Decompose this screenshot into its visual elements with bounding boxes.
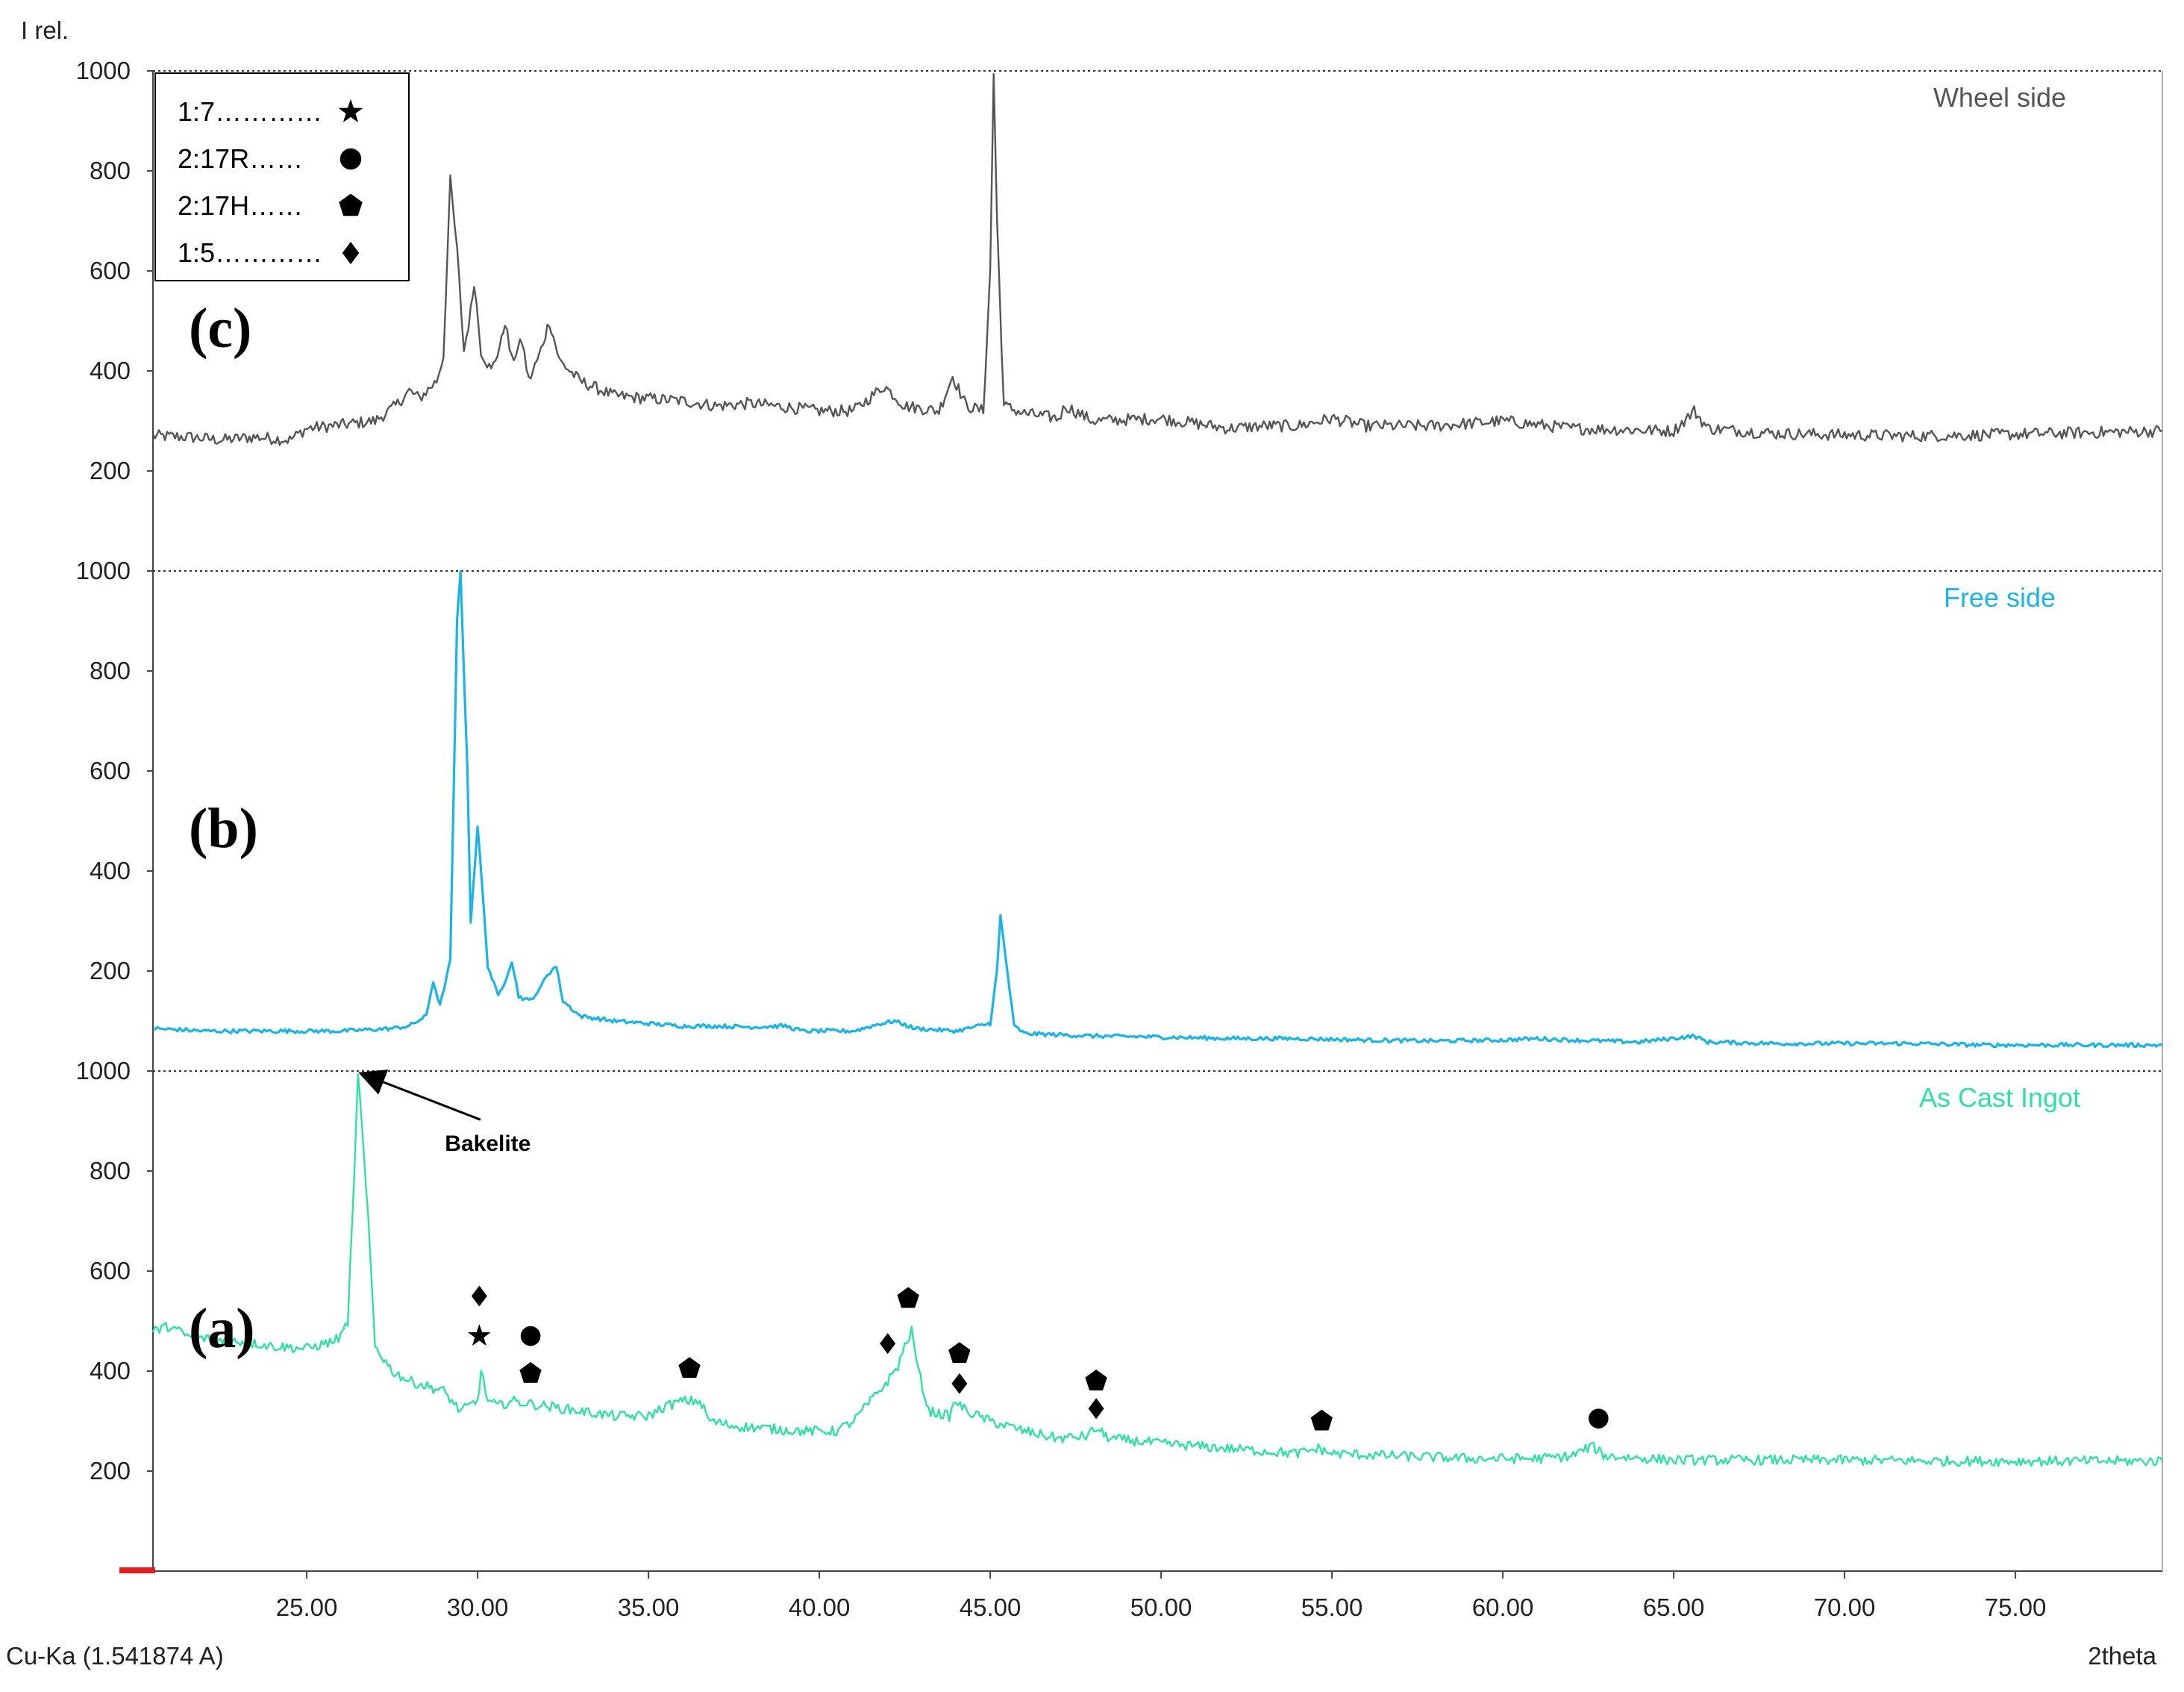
y-tick-label: 600: [90, 1257, 131, 1284]
legend-entry-label: 1:7…………: [178, 96, 322, 127]
series-line-0: [151, 72, 2163, 446]
pentagon-marker: [897, 1287, 919, 1308]
legend: 1:7………… 2:17R…… 2:17H…… 1:5…………: [154, 72, 410, 281]
series-line-1: [152, 570, 2163, 1049]
series-layer: Wheel side (c) Free side (b) As Cast Ingot (a…: [151, 72, 2164, 1467]
y-tick-label: 600: [90, 757, 131, 784]
origin-marker: [119, 1567, 155, 1573]
legend-box: [154, 72, 410, 281]
series-name: Wheel side: [1933, 82, 2066, 113]
y-tick-label: 1000: [76, 1057, 131, 1084]
x-tick-label: 40.00: [789, 1593, 851, 1621]
y-tick-label: 200: [90, 1457, 131, 1485]
radiation-label: Cu-Ka (1.541874 A): [6, 1642, 224, 1670]
annotation-text: Bakelite: [445, 1131, 531, 1156]
y-tick-label: 1000: [76, 57, 131, 84]
series-name: Free side: [1944, 582, 2056, 613]
x-tick-label: 65.00: [1643, 1593, 1705, 1621]
y-tick-label: 800: [90, 157, 131, 184]
y-tick-label: 200: [90, 457, 131, 484]
y-tick-label: 800: [90, 657, 131, 684]
y-tick-label: 400: [90, 857, 131, 884]
pentagon-marker: [948, 1342, 971, 1363]
legend-diamond-icon: [342, 242, 360, 264]
x-tick-label: 75.00: [1985, 1593, 2047, 1621]
legend-star-icon: [338, 99, 363, 122]
star-marker: [468, 1324, 491, 1346]
y-tick-label: 200: [90, 957, 131, 984]
circle-marker: [1589, 1408, 1609, 1429]
diamond-marker: [1088, 1398, 1104, 1420]
panel-letter: (b): [189, 797, 258, 860]
x-tick-label: 35.00: [618, 1593, 680, 1621]
legend-entry-label: 2:17R……: [178, 143, 303, 174]
y-tick-label: 600: [90, 257, 131, 284]
diamond-marker: [951, 1373, 968, 1394]
x-tick-label: 60.00: [1472, 1593, 1534, 1621]
x-axis-label: 2theta: [2088, 1642, 2156, 1670]
y-tick-label: 800: [90, 1157, 131, 1184]
y-tick-label: 1000: [76, 557, 131, 584]
x-tick-label: 30.00: [447, 1593, 509, 1621]
series-name: As Cast Ingot: [1919, 1082, 2080, 1113]
x-tick-label: 45.00: [960, 1593, 1021, 1621]
panel-letter: (c): [189, 297, 251, 360]
y-tick-label: 400: [90, 1357, 131, 1384]
y-ticks: 200 400 600 800 1000 200 400 600 800 1000 200 400 60…: [76, 57, 153, 1485]
diamond-marker: [880, 1333, 896, 1355]
legend-pentagon-icon: [339, 193, 363, 216]
diamond-marker: [471, 1285, 487, 1307]
circle-marker: [520, 1326, 541, 1346]
phase-markers: [468, 1285, 1609, 1431]
legend-entry-label: 2:17H……: [178, 190, 303, 221]
panel-dividers: [153, 70, 2162, 1072]
y-tick-label: 400: [90, 357, 131, 384]
legend-circle-icon: [340, 148, 362, 170]
annotation-arrow: [358, 1070, 481, 1121]
x-tick-label: 55.00: [1301, 1593, 1363, 1621]
pentagon-marker: [1310, 1409, 1333, 1431]
legend-entry-label: 1:5…………: [178, 237, 322, 268]
annotations: Bakelite: [358, 1070, 531, 1156]
x-ticks: 25.00 30.00 35.00 40.00 45.00 50.00 55.00 60.00…: [276, 1571, 2047, 1621]
pentagon-marker: [678, 1357, 701, 1379]
x-tick-label: 50.00: [1130, 1593, 1192, 1621]
x-tick-label: 25.00: [276, 1593, 338, 1621]
pentagon-marker: [1085, 1370, 1107, 1390]
pentagon-marker: [519, 1361, 542, 1383]
panel-letter: (a): [189, 1297, 255, 1360]
x-tick-label: 70.00: [1814, 1593, 1876, 1621]
series-line-2: [151, 1073, 2164, 1467]
y-axis-label: I rel.: [21, 16, 69, 44]
